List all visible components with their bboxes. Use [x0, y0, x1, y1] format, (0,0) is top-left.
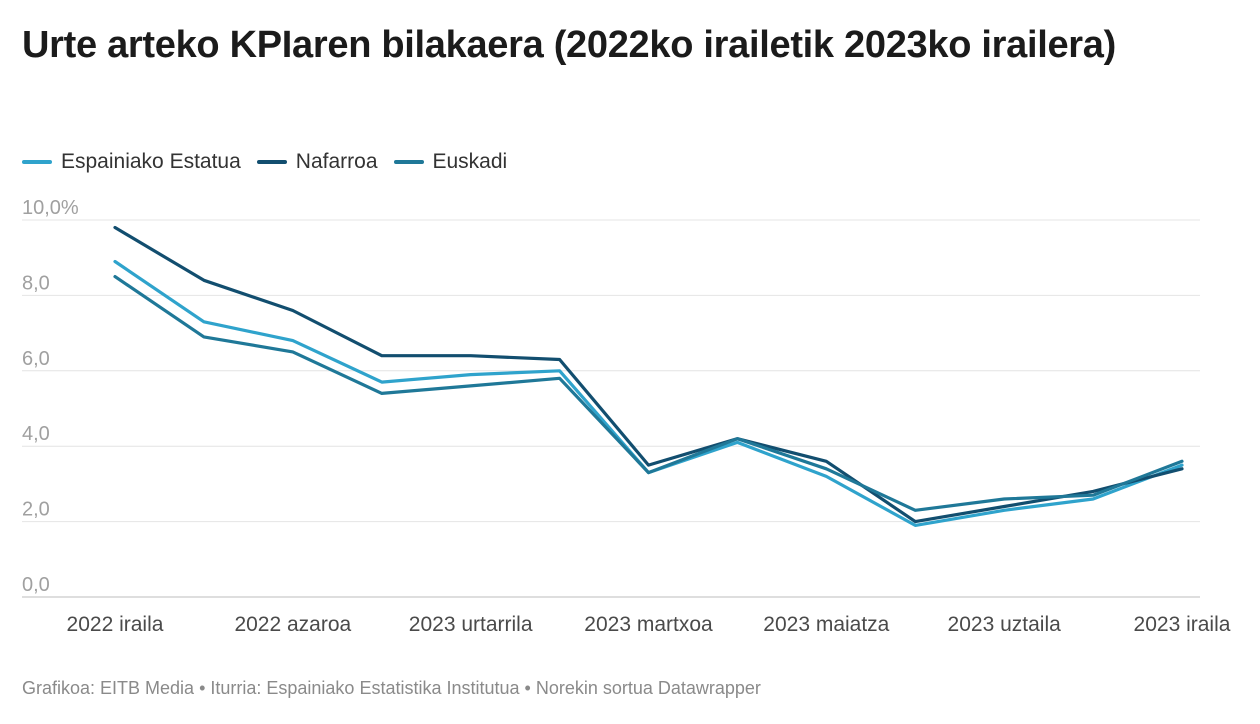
x-axis: 2022 iraila 2022 azaroa 2023 urtarrila 2023…: [67, 613, 1231, 636]
legend-swatch-euskadi: [393, 160, 424, 164]
x-tick-label: 2023 iraila: [1134, 613, 1231, 636]
chart-legend: Espainiako Estatua Nafarroa Euskadi: [22, 148, 523, 176]
series-line-espainiako-estatua: [113, 259, 1184, 528]
legend-label-espainiako-estatua: Espainiako Estatua: [61, 150, 241, 173]
legend-item-espainiako-estatua: Espainiako Estatua: [22, 150, 241, 174]
x-tick-label: 2023 maiatza: [763, 613, 889, 636]
y-tick-label: 8,0: [22, 272, 50, 294]
legend-swatch-espainiako-estatua: [22, 160, 52, 164]
x-tick-label: 2022 azaroa: [234, 613, 351, 636]
chart-title: Urte arteko KPIaren bilakaera (2022ko ir…: [22, 24, 1116, 66]
y-axis: 0,0 2,0 4,0 6,0 8,0 10,0%: [22, 197, 79, 596]
y-tick-label: 0,0: [22, 574, 50, 596]
legend-label-euskadi: Euskadi: [432, 150, 508, 173]
legend-label-nafarroa: Nafarroa: [295, 150, 378, 173]
y-tick-label: 4,0: [22, 423, 50, 445]
x-tick-label: 2023 urtarrila: [409, 613, 533, 636]
series-layer: [113, 225, 1184, 528]
legend-item-nafarroa: Nafarroa: [256, 150, 378, 174]
legend-item-euskadi: Euskadi: [393, 150, 508, 174]
legend-swatch-nafarroa: [256, 160, 287, 164]
series-line-euskadi: [113, 275, 1184, 512]
y-tick-label: 2,0: [22, 499, 50, 521]
grid-layer: [22, 219, 1200, 598]
y-tick-label: 10,0%: [22, 197, 79, 219]
x-tick-label: 2022 iraila: [67, 613, 164, 636]
x-tick-label: 2023 uztaila: [948, 613, 1062, 636]
y-tick-label: 6,0: [22, 348, 50, 370]
chart-footer-credits: Grafikoa: EITB Media • Iturria: Espainia…: [22, 678, 761, 698]
series-line-nafarroa: [113, 225, 1184, 524]
x-tick-label: 2023 martxoa: [584, 613, 713, 636]
